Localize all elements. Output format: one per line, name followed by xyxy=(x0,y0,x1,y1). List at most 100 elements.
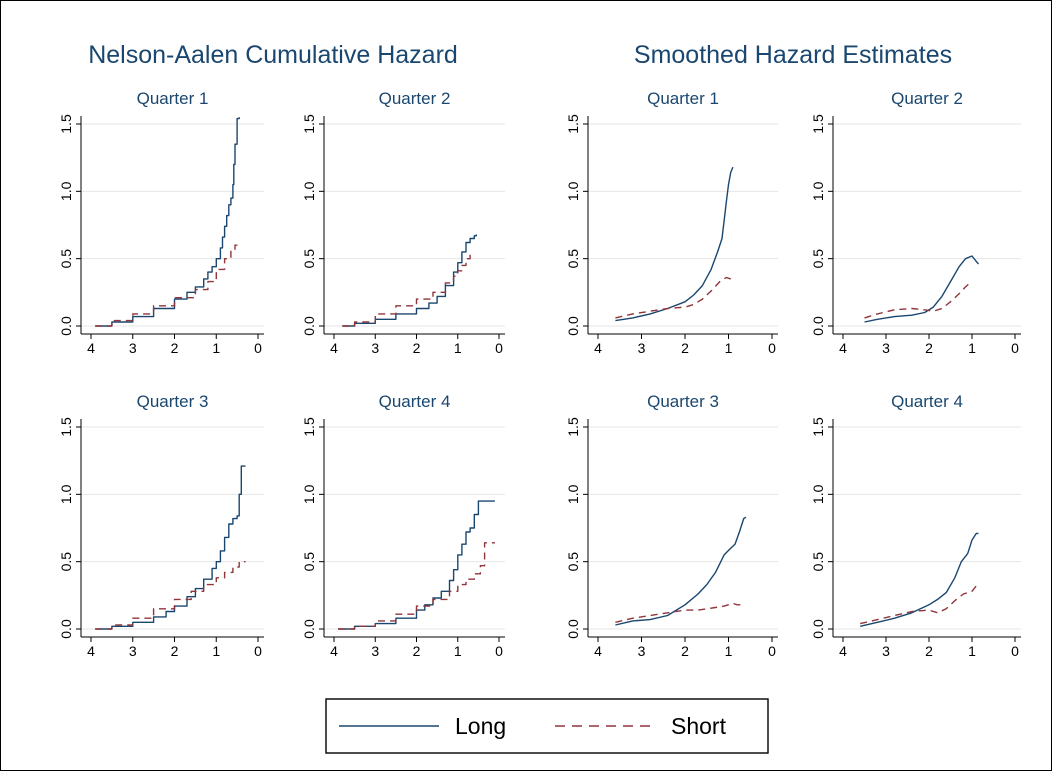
x-tick-label: 3 xyxy=(371,643,379,659)
panel-smoothed-q3: Quarter 3 0.0 0.5 1.0 1.5 4 3 2 1 0 xyxy=(565,392,778,659)
y-tick-label: 0.5 xyxy=(810,552,826,572)
x-tick-label: 1 xyxy=(725,643,733,659)
y-tick-label: 0.5 xyxy=(58,249,74,269)
series-line-short xyxy=(864,282,971,319)
y-tick-label: 0.0 xyxy=(301,619,317,639)
y-tick-label: 1.0 xyxy=(810,484,826,504)
y-tick-label: 0.0 xyxy=(810,619,826,639)
group-title-nelson-aalen: Nelson-Aalen Cumulative Hazard xyxy=(88,41,458,69)
x-tick-label: 2 xyxy=(171,643,179,659)
x-tick-label: 1 xyxy=(454,643,462,659)
x-tick-label: 3 xyxy=(371,340,379,356)
y-tick-label: 0.0 xyxy=(58,619,74,639)
panel-title: Quarter 4 xyxy=(891,392,963,411)
y-tick-label: 0.5 xyxy=(58,552,74,572)
y-tick-label: 0.0 xyxy=(58,316,74,336)
panel-smoothed-q2: Quarter 2 0.0 0.5 1.0 1.5 4 3 2 1 0 xyxy=(810,89,1021,356)
y-tick-label: 0.5 xyxy=(301,552,317,572)
y-tick-label: 1.0 xyxy=(565,484,581,504)
x-tick-label: 2 xyxy=(925,643,933,659)
x-tick-label: 1 xyxy=(212,340,220,356)
y-tick-label: 0.0 xyxy=(810,316,826,336)
legend: Long Short xyxy=(325,698,769,754)
legend-label-short: Short xyxy=(671,713,727,739)
series-line-short xyxy=(860,585,979,625)
series-line-short xyxy=(615,276,734,319)
y-tick-label: 1.0 xyxy=(58,484,74,504)
x-tick-label: 1 xyxy=(968,340,976,356)
y-tick-label: 0.5 xyxy=(565,552,581,572)
panel-title: Quarter 1 xyxy=(647,89,719,108)
y-tick-label: 1.5 xyxy=(58,417,74,437)
y-tick-label: 1.0 xyxy=(301,484,317,504)
series-line-short xyxy=(342,251,473,327)
x-tick-label: 1 xyxy=(212,643,220,659)
series-line-long xyxy=(860,532,979,627)
y-tick-label: 0.0 xyxy=(301,316,317,336)
x-tick-label: 0 xyxy=(254,643,262,659)
x-tick-label: 1 xyxy=(454,340,462,356)
x-tick-label: 3 xyxy=(638,643,646,659)
y-tick-label: 0.5 xyxy=(565,249,581,269)
y-tick-label: 0.0 xyxy=(565,619,581,639)
x-tick-label: 3 xyxy=(129,340,137,356)
y-tick-label: 1.0 xyxy=(301,181,317,201)
x-tick-label: 3 xyxy=(882,643,890,659)
series-line-short xyxy=(338,542,495,630)
y-tick-label: 1.5 xyxy=(301,114,317,134)
x-tick-label: 0 xyxy=(1011,340,1019,356)
y-tick-label: 1.0 xyxy=(58,181,74,201)
panel-nelson-aalen-q4: Quarter 4 0.0 0.5 1.0 1.5 4 3 2 1 0 xyxy=(301,392,505,659)
x-tick-label: 1 xyxy=(968,643,976,659)
x-tick-label: 0 xyxy=(768,643,776,659)
x-tick-label: 4 xyxy=(839,340,847,356)
x-tick-label: 2 xyxy=(681,340,689,356)
y-tick-label: 0.5 xyxy=(301,249,317,269)
x-tick-label: 3 xyxy=(129,643,137,659)
panel-smoothed-q1: Quarter 1 0.0 0.5 1.0 1.5 4 3 2 1 0 xyxy=(565,89,778,356)
x-tick-label: 2 xyxy=(171,340,179,356)
x-tick-label: 0 xyxy=(495,643,503,659)
x-tick-label: 2 xyxy=(413,643,421,659)
panel-title: Quarter 3 xyxy=(647,392,719,411)
series-line-long xyxy=(615,516,747,626)
series-line-short xyxy=(615,602,742,623)
x-tick-label: 2 xyxy=(413,340,421,356)
group-title-smoothed: Smoothed Hazard Estimates xyxy=(634,41,952,69)
x-tick-label: 0 xyxy=(1011,643,1019,659)
series-line-long xyxy=(95,117,240,327)
y-tick-label: 0.0 xyxy=(565,316,581,336)
x-tick-label: 4 xyxy=(594,643,602,659)
x-tick-label: 4 xyxy=(330,643,338,659)
y-tick-label: 1.5 xyxy=(58,114,74,134)
series-line-short xyxy=(95,244,240,327)
y-tick-label: 1.5 xyxy=(565,417,581,437)
x-tick-label: 4 xyxy=(87,643,95,659)
panel-title: Quarter 2 xyxy=(891,89,963,108)
series-line-long xyxy=(864,255,980,323)
x-tick-label: 4 xyxy=(839,643,847,659)
y-tick-label: 1.5 xyxy=(810,417,826,437)
y-tick-label: 1.5 xyxy=(810,114,826,134)
panel-title: Quarter 4 xyxy=(379,392,451,411)
x-tick-label: 1 xyxy=(725,340,733,356)
series-line-long xyxy=(342,234,477,327)
y-tick-label: 1.5 xyxy=(565,114,581,134)
panel-grid: Quarter 1 0.0 0.5 1.0 1.5 4 3 2 1 0 Quarter 2 0.0 0.… xyxy=(58,89,1021,659)
series-line-long xyxy=(615,166,734,322)
x-tick-label: 2 xyxy=(925,340,933,356)
x-tick-label: 0 xyxy=(768,340,776,356)
y-tick-label: 1.5 xyxy=(301,417,317,437)
y-tick-label: 0.5 xyxy=(810,249,826,269)
x-tick-label: 2 xyxy=(681,643,689,659)
panel-nelson-aalen-q3: Quarter 3 0.0 0.5 1.0 1.5 4 3 2 1 0 xyxy=(58,392,264,659)
series-line-long xyxy=(95,465,246,630)
panel-smoothed-q4: Quarter 4 0.0 0.5 1.0 1.5 4 3 2 1 0 xyxy=(810,392,1021,659)
x-tick-label: 0 xyxy=(254,340,262,356)
series-line-short xyxy=(95,561,246,630)
x-tick-label: 4 xyxy=(330,340,338,356)
legend-label-long: Long xyxy=(455,713,506,739)
y-tick-label: 1.0 xyxy=(810,181,826,201)
